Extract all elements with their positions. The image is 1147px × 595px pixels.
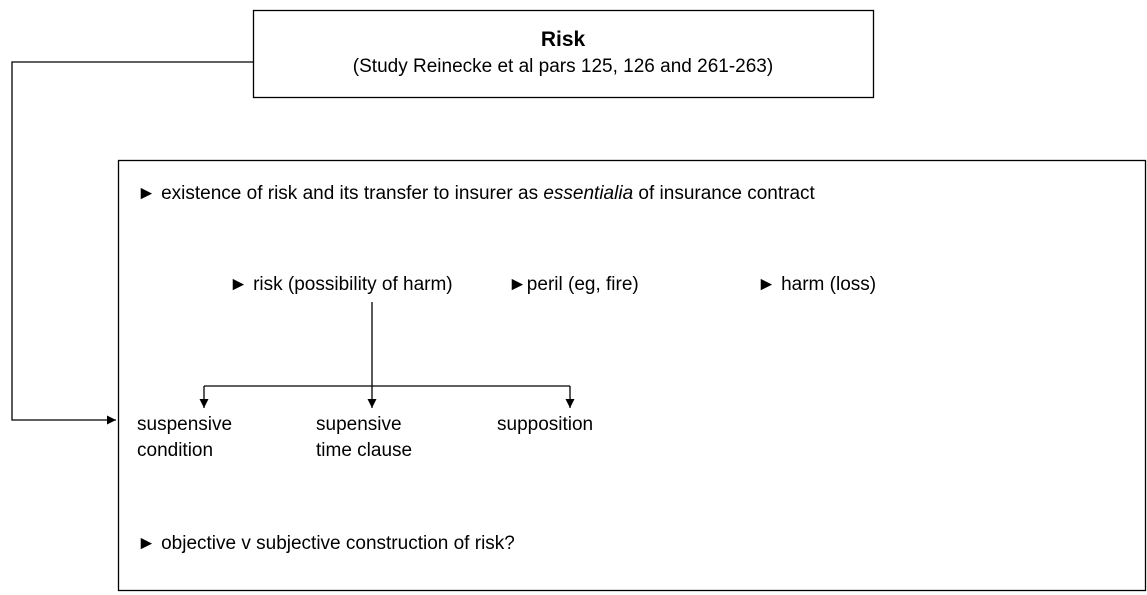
branch-label: time clause (316, 440, 412, 461)
content-box (117, 159, 1147, 592)
branch-label: condition (137, 440, 213, 461)
text: ► existence of risk and its transfer to … (137, 183, 543, 204)
subtitle: (Study Reinecke et al pars 125, 126 and … (353, 56, 773, 77)
point: ► existence of risk and its transfer to … (137, 183, 816, 204)
element: ► risk (possibility of harm) (229, 274, 453, 295)
branch-label: suspensive (137, 414, 232, 435)
emphasis: essentialia (543, 183, 633, 204)
element: ►peril (eg, fire) (508, 274, 639, 295)
title: Risk (541, 28, 586, 51)
branch-label: supposition (497, 414, 593, 435)
title-box (252, 9, 875, 99)
element: ► harm (loss) (757, 274, 876, 295)
branches: suspensive condition supensive time clause s… (137, 414, 593, 461)
connector (11, 61, 253, 425)
point: ► objective v subjective construction of… (137, 533, 515, 554)
text: of insurance contract (633, 183, 815, 204)
branch-label: supensive (316, 414, 402, 435)
